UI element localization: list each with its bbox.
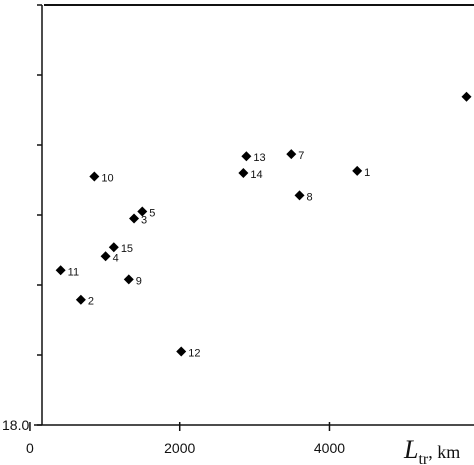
data-point-marker [129, 213, 140, 224]
data-point-marker [294, 190, 305, 201]
data-point-marker [137, 206, 148, 217]
x-axis-label-subscript: tr [418, 451, 428, 465]
data-point-label: 13 [253, 152, 265, 164]
x-axis-label-symbol: L [403, 435, 418, 464]
data-point-marker [461, 91, 472, 102]
data-point-label: 10 [101, 173, 113, 185]
data-point-marker [352, 165, 363, 176]
data-point-label: 12 [188, 348, 200, 360]
data-point-marker [108, 242, 119, 253]
data-point-marker [75, 294, 86, 305]
data-point-label: 14 [250, 169, 262, 181]
data-point-label: 7 [298, 150, 304, 162]
data-point-marker [176, 346, 187, 357]
x-tick-label: 4000 [314, 440, 345, 456]
data-point-label: 8 [307, 191, 313, 203]
y-axis-ticks: 18.0 [2, 4, 42, 433]
data-point-label: 4 [113, 252, 119, 264]
data-point-label: 3 [141, 215, 147, 227]
data-point-marker [286, 149, 297, 160]
x-axis-label: Ltr, km [403, 435, 460, 465]
x-tick-label: 0 [26, 440, 34, 456]
y-tick-label: 18.0 [2, 417, 29, 433]
x-axis-label-unit: , km [428, 442, 460, 462]
data-point-marker [241, 151, 252, 162]
x-axis-ticks: 0 2000 4000 [26, 422, 345, 456]
data-points: 123456789101112131415 [55, 91, 474, 360]
data-point-marker [100, 251, 111, 262]
data-point-label: 9 [136, 275, 142, 287]
x-tick-label: 2000 [164, 440, 195, 456]
data-point-marker [238, 168, 249, 178]
data-point-marker [55, 265, 66, 276]
data-point-marker [123, 274, 134, 285]
data-point-label: 11 [68, 266, 79, 278]
data-point-label: 1 [364, 167, 370, 179]
data-point-marker [89, 171, 100, 182]
data-point-label: 2 [88, 296, 94, 308]
data-point-label: 5 [149, 208, 155, 220]
data-point-label: 15 [121, 243, 133, 255]
